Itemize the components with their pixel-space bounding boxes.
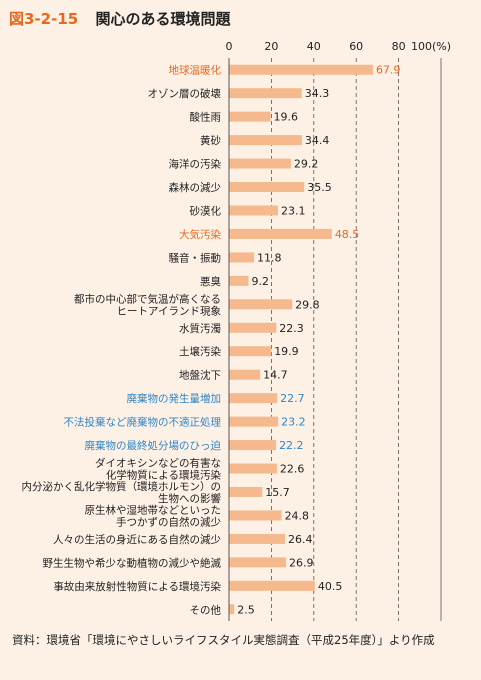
bar (229, 369, 261, 380)
value-label: 24.8 (285, 509, 310, 522)
category-label: 廃棄物の発生量増加 (127, 392, 222, 405)
category-label: 都市の中心部で気温が高くなる (74, 292, 221, 305)
x-tick-label: 80 (392, 40, 406, 53)
category-label: 黄砂 (200, 134, 221, 147)
source-text: 環境省「環境にやさしいライフスタイル実態調査（平成25年度）」より作成 (46, 633, 435, 647)
x-tick-label: 60 (349, 40, 363, 53)
category-label: 内分泌かく乱化学物質（環境ホルモン）の (22, 480, 222, 493)
category-label: 大気汚染 (179, 228, 221, 241)
value-label: 29.8 (295, 298, 320, 311)
bar (229, 182, 305, 193)
bar (229, 322, 277, 333)
value-label: 23.2 (281, 416, 306, 429)
bar (229, 205, 278, 216)
value-label: 67.9 (376, 64, 401, 77)
category-label: 手つかずの自然の減少 (116, 515, 221, 528)
x-tick-label: 40 (307, 40, 321, 53)
value-label: 9.2 (252, 275, 270, 288)
bar (229, 580, 315, 591)
bar (229, 393, 278, 404)
bar (229, 64, 373, 75)
bar (229, 346, 272, 357)
value-label: 22.6 (280, 463, 305, 476)
value-label: 22.3 (279, 322, 304, 335)
category-label: その他 (190, 603, 222, 616)
bar (229, 111, 271, 122)
category-label: ダイオキシンなどの有害な (95, 457, 221, 470)
value-label: 26.4 (288, 533, 313, 546)
x-tick-label: 0 (226, 40, 233, 53)
value-label: 22.7 (280, 392, 305, 405)
category-label: 地球温暖化 (169, 64, 222, 77)
x-tick-label: 100(%) (411, 40, 451, 53)
bar (229, 275, 249, 286)
value-label: 40.5 (318, 580, 343, 593)
value-label: 19.9 (274, 345, 299, 358)
figure-number: 図3-2-15 (9, 10, 79, 28)
category-label: 酸性雨 (190, 111, 222, 124)
category-label: 森林の減少 (169, 181, 222, 194)
value-label: 15.7 (265, 486, 290, 499)
bar (229, 533, 285, 544)
category-label: 人々の生活の身近にある自然の減少 (53, 533, 221, 546)
bar (229, 557, 287, 568)
bar (229, 510, 282, 521)
category-label: 砂漠化 (190, 204, 222, 217)
category-label: オゾン層の破壊 (148, 87, 222, 100)
figure-header: 図3-2-15 関心のある環境問題 (9, 8, 230, 29)
bar-chart: 0 20 40 60 80 100(%) 地球温暖化 67.9 オゾン層の破壊 34.3 酸性雨 19… (22, 40, 451, 621)
bar (229, 486, 263, 497)
bar (229, 299, 293, 310)
category-label: 廃棄物の最終処分場のひっ迫 (85, 439, 222, 452)
value-label: 34.4 (305, 134, 330, 147)
value-label: 48.5 (335, 228, 360, 241)
value-label: 11.8 (257, 251, 282, 264)
category-label: 事故由来放射性物質による環境汚染 (53, 580, 221, 593)
bar (229, 252, 255, 263)
figure-title: 関心のある環境問題 (95, 10, 231, 28)
x-tick-label: 20 (264, 40, 278, 53)
value-label: 14.7 (263, 369, 288, 382)
value-label: 22.2 (279, 439, 304, 452)
bar (229, 88, 302, 99)
bar (229, 158, 291, 169)
category-label: 騒音・振動 (169, 251, 222, 264)
value-label: 23.1 (281, 204, 306, 217)
value-label: 35.5 (307, 181, 332, 194)
category-label: 悪臭 (200, 275, 221, 288)
category-label: 生物への影響 (158, 492, 221, 505)
category-label: 地盤沈下 (179, 369, 221, 382)
value-label: 34.3 (305, 87, 330, 100)
bar (229, 135, 302, 146)
value-label: 19.6 (274, 111, 299, 124)
category-label: 不法投棄など廃棄物の不適正処理 (64, 416, 222, 429)
category-label: 野生生物や希少な動植物の減少や絶滅 (43, 556, 222, 569)
bar (229, 228, 332, 239)
category-label: ヒートアイランド現象 (117, 305, 221, 317)
source-note: 資料： 環境省「環境にやさしいライフスタイル実態調査（平成25年度）」より作成 (12, 630, 472, 650)
bar (229, 463, 277, 474)
bar (229, 416, 279, 427)
value-label: 29.2 (294, 158, 319, 171)
category-label: 海洋の汚染 (169, 158, 222, 171)
bar (229, 440, 277, 451)
value-label: 2.5 (237, 603, 255, 616)
category-label: 水質汚濁 (179, 322, 221, 335)
category-label: 土壌汚染 (179, 345, 221, 358)
category-label: 化学物質による環境汚染 (106, 469, 222, 482)
source-label: 資料： (12, 633, 47, 647)
category-label: 原生林や湿地帯などといった (85, 503, 222, 516)
bar (229, 604, 235, 615)
value-label: 26.9 (289, 556, 314, 569)
